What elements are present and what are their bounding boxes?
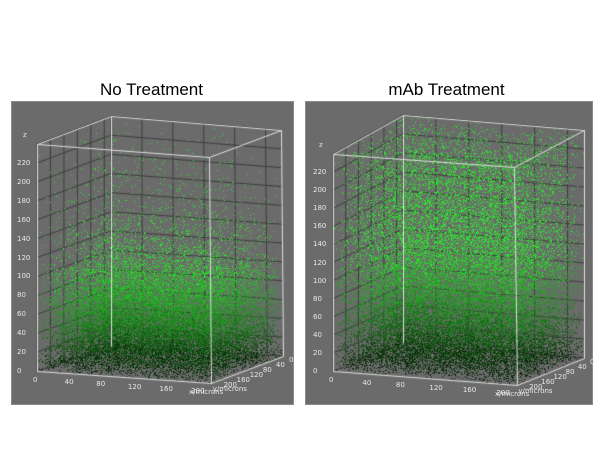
x-tick-label: 0 (33, 376, 38, 384)
z-tick-label: 20 (313, 348, 322, 357)
z-tick-label: 220 (313, 168, 327, 177)
panel-title-mab-treatment: mAb Treatment (388, 80, 505, 99)
z-tick-label: 0 (17, 367, 22, 375)
x-tick-label: 80 (96, 380, 106, 389)
z-tick-label: 200 (313, 186, 327, 195)
x-tick-label: 160 (159, 384, 173, 393)
y-axis-label: y/microns (518, 386, 553, 395)
z-tick-label: 180 (17, 196, 31, 205)
x-axis-label: x/microns (189, 388, 224, 396)
y-tick-label: 120 (553, 372, 567, 381)
z-tick-label: 40 (313, 330, 322, 339)
z-axis-label: z (319, 140, 323, 149)
z-tick-label: 20 (17, 348, 26, 357)
z-tick-label: 40 (17, 329, 26, 338)
x-tick-label: 160 (462, 386, 477, 395)
y-axis-label: y/microns (212, 384, 247, 393)
y-tick-label: 0 (590, 358, 595, 366)
z-tick-label: 60 (313, 312, 322, 321)
y-tick-label: 0 (289, 356, 294, 364)
z-tick-label: 60 (17, 310, 26, 319)
y-tick-label: 80 (565, 367, 575, 376)
point-cloud-canvas (12, 102, 295, 406)
x-tick-label: 40 (64, 378, 74, 387)
z-tick-label: 200 (17, 177, 31, 186)
z-tick-label: 80 (17, 291, 26, 300)
z-tick-label: 160 (17, 215, 31, 224)
z-tick-label: 100 (17, 272, 31, 281)
y-tick-label: 120 (249, 370, 264, 379)
panel-title-no-treatment: No Treatment (100, 80, 203, 99)
x-tick-label: 200 (496, 388, 510, 397)
y-tick-label: 40 (577, 362, 587, 371)
z-tick-label: 140 (313, 240, 327, 249)
y-tick-label: 200 (529, 382, 543, 391)
z-tick-label: 120 (17, 253, 31, 262)
y-tick-label: 200 (223, 380, 237, 389)
x-tick-label: 80 (395, 381, 405, 390)
x-tick-label: 40 (362, 378, 372, 387)
scatter3d-panel-mab-treatment[interactable]: 0 20 40 60 80 100 120 140 160 180 200 220 z 0 40 80 120 1… (305, 101, 595, 406)
z-tick-label: 180 (313, 204, 327, 213)
y-tick-label: 40 (275, 360, 285, 369)
point-cloud-canvas (306, 102, 594, 406)
x-tick-label: 120 (127, 382, 142, 391)
z-tick-label: 220 (17, 158, 31, 167)
x-tick-label: 120 (429, 383, 443, 392)
z-tick-label: 80 (313, 294, 322, 303)
x-axis-label: x/microns (495, 390, 530, 398)
x-tick-label: 0 (329, 376, 334, 384)
y-tick-label: 160 (236, 375, 250, 384)
z-tick-label: 0 (313, 367, 318, 375)
z-tick-label: 120 (313, 258, 327, 267)
z-tick-label: 140 (17, 234, 31, 243)
scatter3d-panel-no-treatment[interactable]: 0 20 40 60 80 100 120 140 160 180 200 220 z 0 40 80 120 1… (11, 101, 295, 406)
y-tick-label: 160 (541, 377, 555, 386)
z-tick-label: 160 (313, 222, 327, 231)
z-tick-label: 100 (313, 276, 327, 285)
y-tick-label: 80 (262, 365, 272, 374)
z-axis-label: z (23, 130, 27, 139)
x-tick-label: 200 (191, 386, 205, 395)
